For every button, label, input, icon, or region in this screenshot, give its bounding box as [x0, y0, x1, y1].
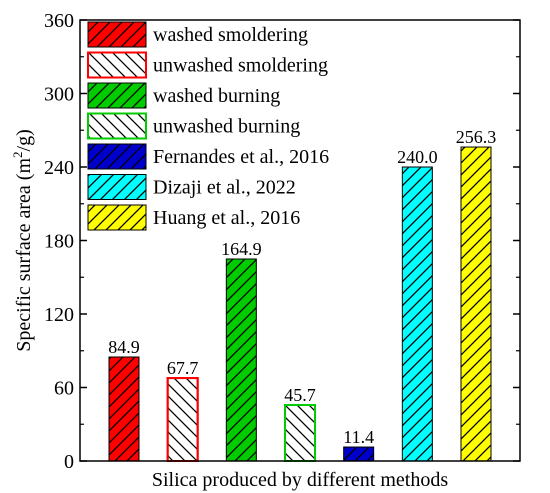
legend-item: washed smoldering	[87, 21, 308, 48]
legend-item: unwashed smoldering	[87, 51, 328, 79]
x-axis-label: Silica produced by different methods	[152, 469, 448, 491]
bar-value-label: 11.4	[343, 427, 374, 447]
legend-label: unwashed smoldering	[153, 55, 328, 77]
bar-value-label: 164.9	[221, 239, 262, 259]
legend: washed smoldering unwashed smoldering wash…	[87, 21, 329, 231]
y-tick-label: 180	[44, 231, 74, 253]
y-axis-label-superscript: 2	[10, 151, 25, 158]
bar-value-label: 256.3	[456, 127, 497, 147]
y-axis-label-main: Specific surface area (m	[13, 158, 35, 352]
bar	[343, 446, 375, 462]
y-tick-label: 120	[44, 304, 74, 326]
y-tick-label: 360	[44, 10, 74, 32]
y-tick-label: 60	[54, 378, 74, 400]
legend-swatch-outline	[87, 112, 147, 140]
legend-item: Fernandes et al., 2016	[87, 143, 329, 170]
y-tick-label: 0	[64, 451, 74, 473]
bar-hatch	[226, 258, 257, 461]
bar	[108, 356, 140, 462]
bar-value-label: 240.0	[397, 147, 438, 167]
legend-swatch-hatch	[88, 205, 146, 230]
bar-value-label: 45.7	[284, 385, 316, 405]
legend-item: unwashed burning	[87, 112, 300, 140]
legend-label: Fernandes et al., 2016	[153, 146, 329, 168]
legend-swatch-hatch	[88, 83, 146, 108]
legend-label: Dizaji et al., 2022	[153, 177, 296, 199]
legend-swatch-hatch	[88, 144, 146, 169]
legend-swatch-hatch	[88, 22, 146, 47]
legend-item: washed burning	[87, 82, 280, 109]
y-axis-label-tail: /g)	[13, 129, 35, 151]
legend-label: Huang et al., 2016	[153, 207, 300, 229]
bar-hatch	[402, 167, 433, 461]
legend-swatch-outline	[87, 51, 147, 79]
legend-item: Huang et al., 2016	[87, 204, 300, 231]
legend-label: unwashed burning	[153, 116, 300, 138]
y-axis-ticks: 0 60 120 180 240 300 360	[44, 10, 520, 473]
bars-group	[108, 146, 492, 463]
legend-swatch-hatch	[88, 174, 146, 200]
y-axis-label: Specific surface area (m2/g)	[10, 129, 35, 352]
legend-label: washed burning	[153, 85, 280, 107]
legend-label: washed smoldering	[153, 24, 308, 46]
legend-swatch-hatch	[88, 52, 146, 78]
bar-value-label: 84.9	[108, 337, 140, 357]
bar-hatch	[461, 147, 491, 461]
y-tick-label: 240	[44, 157, 74, 179]
bar	[284, 404, 316, 462]
bar	[166, 377, 199, 463]
bar-hatch	[343, 447, 374, 461]
bar	[460, 146, 492, 462]
bar-hatch	[285, 405, 315, 461]
bar	[401, 166, 433, 462]
bar-hatch	[109, 356, 139, 461]
legend-swatch-hatch	[88, 113, 146, 139]
y-tick-label: 300	[44, 84, 74, 106]
legend-item: Dizaji et al., 2022	[87, 174, 296, 200]
bar-value-label: 67.7	[167, 358, 199, 378]
bar	[225, 258, 257, 462]
value-labels-group: 84.9 67.7 164.9 45.7 11.4 240.0 256.3	[108, 127, 496, 447]
bar-hatch	[167, 378, 198, 461]
